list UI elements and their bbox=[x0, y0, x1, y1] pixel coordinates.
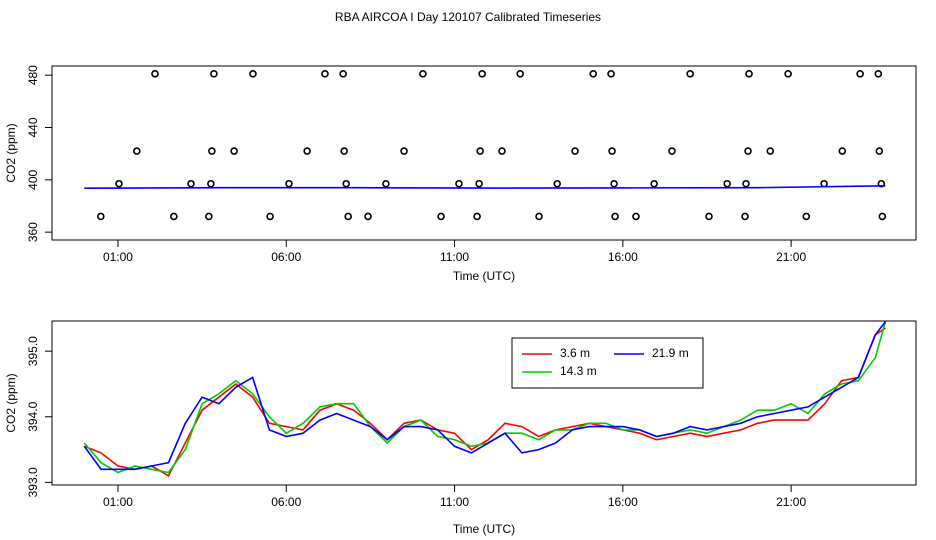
x-tick-label: 16:00 bbox=[608, 250, 638, 264]
point bbox=[151, 70, 159, 78]
point bbox=[205, 212, 213, 221]
point bbox=[571, 147, 579, 155]
x-tick-label: 11:00 bbox=[440, 250, 469, 264]
point bbox=[784, 70, 792, 78]
y-tick-label: 394.0 bbox=[26, 401, 40, 431]
point bbox=[838, 147, 847, 155]
x-tick-label: 06:00 bbox=[271, 250, 301, 264]
legend-label: 14.3 m bbox=[560, 364, 597, 378]
point bbox=[874, 70, 883, 78]
point bbox=[210, 70, 218, 78]
point bbox=[705, 212, 713, 221]
point bbox=[419, 70, 427, 78]
chart-title: RBA AIRCOA I Day 120107 Calibrated Times… bbox=[335, 10, 601, 24]
point bbox=[339, 70, 347, 78]
point bbox=[878, 212, 887, 221]
point bbox=[400, 147, 408, 155]
point bbox=[476, 147, 484, 155]
y-tick-label: 440 bbox=[26, 117, 40, 137]
point bbox=[97, 212, 105, 221]
point bbox=[207, 179, 215, 188]
x-axis-label: Time (UTC) bbox=[453, 269, 515, 283]
point bbox=[723, 179, 731, 188]
point bbox=[266, 212, 274, 221]
point bbox=[285, 179, 293, 188]
point bbox=[455, 179, 463, 188]
point bbox=[650, 179, 658, 188]
point bbox=[475, 179, 483, 188]
point bbox=[589, 70, 598, 78]
point bbox=[668, 147, 676, 155]
point bbox=[877, 179, 886, 188]
point bbox=[741, 212, 749, 221]
series-line bbox=[83, 321, 887, 471]
x-tick-label: 21:00 bbox=[776, 495, 806, 509]
point bbox=[611, 212, 619, 221]
point bbox=[321, 70, 329, 78]
x-tick-label: 01:00 bbox=[103, 495, 133, 509]
point bbox=[473, 212, 481, 221]
series-line bbox=[84, 185, 886, 189]
point bbox=[856, 70, 864, 78]
x-tick-label: 16:00 bbox=[608, 495, 638, 509]
point bbox=[208, 147, 216, 155]
point bbox=[608, 147, 616, 155]
point bbox=[187, 179, 195, 188]
y-tick-label: 393.0 bbox=[26, 467, 40, 497]
y-axis-label: CO2 (ppm) bbox=[4, 123, 18, 182]
point bbox=[478, 70, 486, 78]
point bbox=[249, 70, 257, 78]
x-tick-label: 11:00 bbox=[440, 495, 469, 509]
point bbox=[535, 212, 543, 221]
y-tick-label: 400 bbox=[26, 169, 40, 189]
x-axis-label: Time (UTC) bbox=[453, 522, 515, 536]
point bbox=[498, 147, 506, 155]
x-tick-label: 06:00 bbox=[271, 495, 301, 509]
point bbox=[802, 212, 811, 221]
point bbox=[340, 147, 348, 155]
legend-label: 3.6 m bbox=[560, 346, 590, 360]
point bbox=[610, 179, 618, 188]
legend-label: 21.9 m bbox=[652, 346, 689, 360]
y-tick-label: 395.0 bbox=[26, 336, 40, 366]
x-tick-label: 01:00 bbox=[103, 250, 133, 264]
point bbox=[607, 70, 615, 78]
point bbox=[742, 179, 750, 188]
plot-box bbox=[51, 320, 917, 486]
y-axis-label: CO2 (ppm) bbox=[4, 373, 18, 432]
point bbox=[115, 179, 123, 188]
point bbox=[133, 147, 141, 155]
point bbox=[170, 212, 178, 221]
y-tick-label: 360 bbox=[26, 222, 40, 242]
point bbox=[553, 179, 562, 188]
point bbox=[745, 70, 753, 78]
series-line bbox=[84, 327, 886, 477]
point bbox=[686, 70, 694, 78]
point bbox=[632, 212, 640, 221]
point bbox=[342, 179, 350, 188]
point bbox=[364, 212, 372, 221]
point bbox=[744, 147, 752, 155]
legend-box bbox=[511, 337, 704, 389]
point bbox=[766, 147, 775, 155]
x-tick-label: 21:00 bbox=[776, 250, 806, 264]
point bbox=[437, 212, 445, 221]
point bbox=[230, 147, 238, 155]
y-tick-label: 480 bbox=[26, 65, 40, 85]
point bbox=[382, 179, 390, 188]
point bbox=[516, 70, 524, 78]
point bbox=[875, 147, 884, 155]
point bbox=[344, 212, 352, 221]
point bbox=[303, 147, 311, 155]
plot-box bbox=[51, 65, 917, 241]
